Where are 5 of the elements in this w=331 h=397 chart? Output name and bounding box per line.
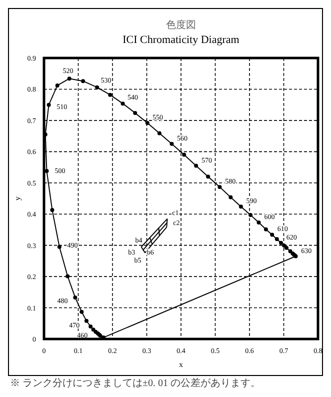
- text: ※ ランク分けにつきましては±0. 01 の公差があります。: [10, 377, 260, 389]
- chart-title: 色度図: [166, 19, 196, 31]
- x-axis-title: x: [179, 360, 183, 369]
- y-axis-title: y: [13, 196, 22, 200]
- chart-subtitle: ICI Chromaticity Diagram: [122, 34, 240, 46]
